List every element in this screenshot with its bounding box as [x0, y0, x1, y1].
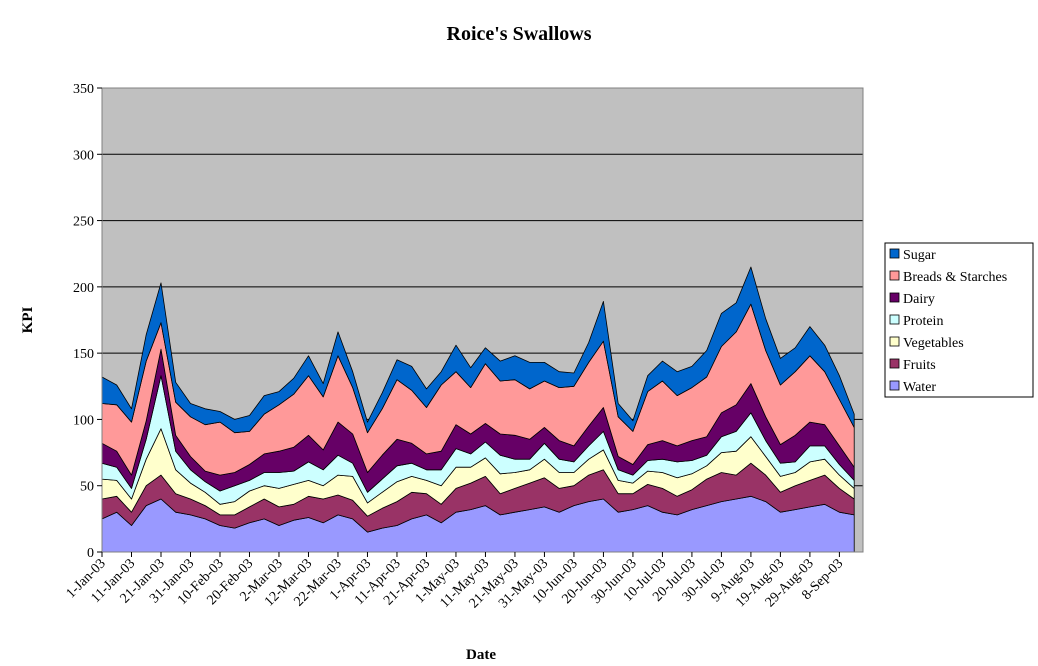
- legend-swatch: [889, 292, 900, 303]
- legend-label: Water: [903, 380, 936, 395]
- legend-swatch: [889, 314, 900, 325]
- legend-swatch: [889, 248, 900, 259]
- y-tick-label: 250: [73, 215, 94, 230]
- plot-border: [101, 87, 864, 553]
- stacked-areas: [101, 266, 855, 553]
- area-sugar: [101, 266, 855, 434]
- legend: Sugar Breads & Starches Dairy Protein Vegeta…: [884, 242, 1034, 398]
- legend-swatch: [889, 358, 900, 369]
- legend-swatch: [889, 380, 900, 391]
- legend-label: Vegetables: [903, 336, 964, 351]
- chart-title: Roice's Swallows: [447, 23, 592, 45]
- y-tick-label: 100: [73, 413, 94, 428]
- legend-label: Protein: [903, 314, 943, 329]
- legend-label: Sugar: [903, 248, 936, 263]
- x-axis: 1-Jan-0311-Jan-0321-Jan-0331-Jan-0310-Fe…: [64, 552, 846, 611]
- y-tick-label: 50: [80, 480, 94, 495]
- y-axis: 0 50 100 150 200 250 300 350: [73, 82, 102, 561]
- y-tick-label: 300: [73, 148, 94, 163]
- y-tick-label: 350: [73, 82, 94, 97]
- y-tick-label: 200: [73, 281, 94, 296]
- y-tick-label: 150: [73, 347, 94, 362]
- legend-box: [884, 242, 1034, 398]
- legend-swatch: [889, 336, 900, 347]
- legend-label: Breads & Starches: [903, 270, 1007, 285]
- y-axis-title: KPI: [20, 307, 36, 334]
- y-tick-label: 0: [87, 546, 94, 561]
- legend-label: Dairy: [903, 292, 935, 307]
- legend-swatch: [889, 270, 900, 281]
- legend-label: Fruits: [903, 358, 936, 373]
- x-axis-title: Date: [466, 647, 496, 663]
